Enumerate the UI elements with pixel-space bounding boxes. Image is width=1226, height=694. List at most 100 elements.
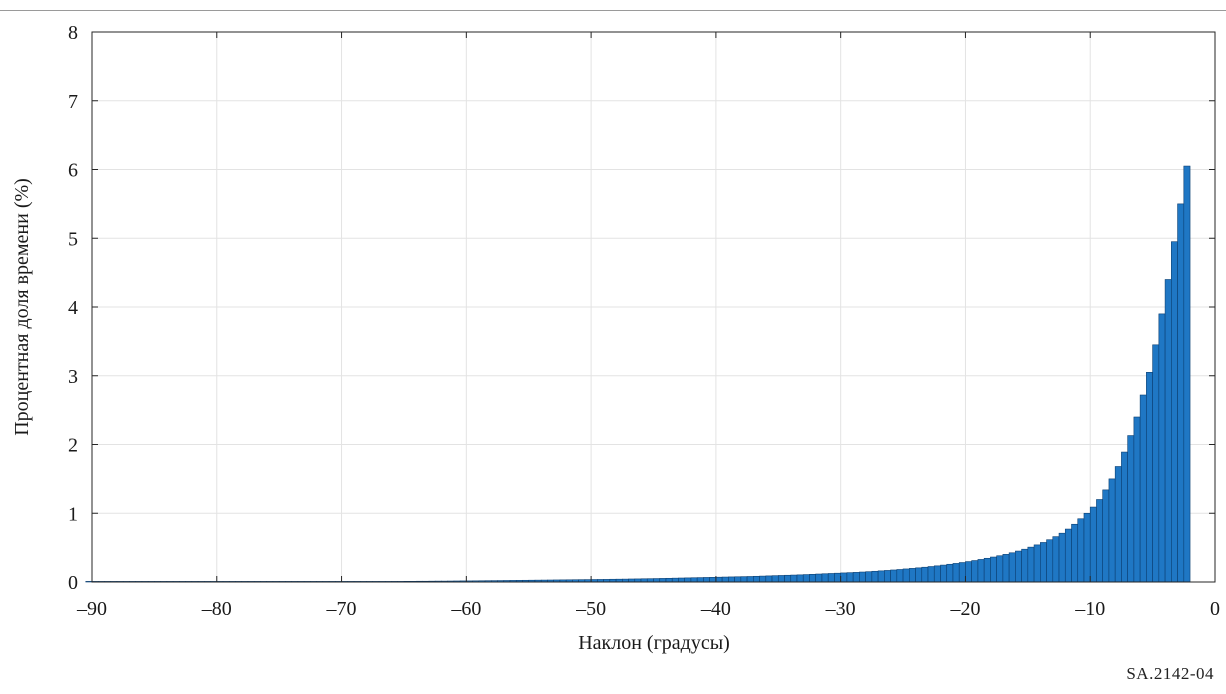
- y-axis-title: Процентная доля времени (%): [11, 178, 33, 436]
- histogram-bar: [1071, 523, 1079, 583]
- histogram-bar: [958, 562, 966, 583]
- histogram-bar: [908, 568, 916, 583]
- histogram-bar: [1139, 394, 1147, 583]
- histogram-bar: [1152, 344, 1160, 583]
- histogram-bar: [996, 555, 1004, 583]
- histogram-bar: [653, 578, 661, 583]
- histogram-bar: [1002, 554, 1010, 583]
- histogram-bar: [790, 574, 798, 583]
- histogram-bar: [971, 560, 979, 583]
- histogram-bar: [1158, 313, 1166, 583]
- histogram-bar: [1058, 532, 1066, 583]
- histogram-bar: [1064, 528, 1072, 583]
- x-tick-label: –20: [949, 598, 980, 620]
- y-tick-label: 7: [68, 91, 78, 113]
- histogram-bar: [703, 577, 710, 583]
- y-tick-label: 4: [68, 297, 78, 319]
- histogram-bar: [1164, 279, 1172, 583]
- histogram-bar: [784, 574, 792, 583]
- histogram-bar: [715, 576, 723, 583]
- figure-code: SA.2142-04: [1126, 664, 1214, 683]
- histogram-bar: [871, 570, 879, 583]
- y-axis-ticks: 0 1 2 3 4 5 6 7 8: [68, 22, 1215, 594]
- histogram-bar: [678, 577, 686, 583]
- histogram-bar: [1183, 165, 1191, 583]
- histogram-bar: [865, 571, 873, 583]
- histogram-bar: [753, 575, 760, 583]
- histogram-bar: [671, 577, 679, 583]
- x-axis-title: Наклон (градусы): [578, 632, 730, 654]
- histogram-bar: [85, 581, 93, 583]
- histogram-bar: [1052, 536, 1060, 583]
- x-tick-label: –50: [575, 598, 606, 620]
- histogram-bar: [1015, 550, 1022, 583]
- histogram-bar: [1096, 499, 1103, 583]
- x-tick-label: –70: [326, 598, 357, 620]
- histogram-bar: [1089, 506, 1097, 583]
- histogram-bar: [665, 577, 673, 583]
- y-tick-label: 8: [68, 22, 78, 44]
- y-tick-label: 6: [68, 160, 78, 182]
- histogram-bar: [1177, 203, 1185, 583]
- histogram-bar: [852, 572, 860, 583]
- histogram-bar: [1133, 416, 1141, 583]
- y-tick-label: 1: [68, 503, 78, 525]
- histogram-bar: [1046, 539, 1054, 583]
- x-tick-label: –60: [450, 598, 481, 620]
- histogram-bar: [690, 577, 698, 583]
- histogram-bar: [933, 565, 941, 583]
- y-tick-label: 0: [68, 572, 78, 594]
- histogram-bar: [965, 561, 972, 583]
- histogram-bar: [809, 573, 817, 583]
- y-tick-label: 5: [68, 228, 78, 250]
- histogram-bar: [821, 573, 829, 583]
- histogram-bar: [1121, 451, 1128, 583]
- bars: [85, 165, 1191, 583]
- histogram-bar: [759, 575, 767, 583]
- histogram-bar: [796, 574, 804, 583]
- histogram-bar: [840, 572, 848, 583]
- top-rule: [0, 10, 1226, 11]
- histogram-bar: [990, 556, 997, 583]
- histogram-bar: [896, 569, 904, 583]
- x-tick-label: –80: [201, 598, 232, 620]
- histogram-bar: [940, 564, 948, 583]
- histogram-bar: [684, 577, 692, 583]
- histogram-bar: [946, 563, 954, 583]
- histogram-bar: [1083, 512, 1091, 583]
- y-tick-label: 2: [68, 435, 78, 457]
- histogram-bar: [1008, 552, 1016, 583]
- histogram-bar: [740, 576, 748, 583]
- x-tick-label: 0: [1210, 598, 1220, 620]
- histogram-bar: [777, 575, 785, 583]
- histogram-bar: [1040, 542, 1047, 583]
- histogram-bar: [659, 578, 667, 583]
- histogram-bar: [1114, 466, 1122, 583]
- histogram-bar: [771, 575, 779, 583]
- histogram-bar: [859, 571, 866, 583]
- histogram-bar: [1102, 489, 1110, 583]
- y-tick-label: 3: [68, 366, 78, 388]
- histogram-bar: [1171, 241, 1178, 583]
- histogram-bar: [815, 573, 823, 583]
- histogram-bar: [846, 572, 854, 583]
- histogram-bar: [802, 574, 810, 583]
- histogram-bar: [884, 570, 891, 583]
- histogram-bar: [890, 569, 898, 583]
- histogram-bar: [927, 566, 935, 583]
- x-tick-label: –10: [1074, 598, 1105, 620]
- histogram-bar: [983, 557, 991, 583]
- histogram-bar: [834, 572, 841, 583]
- histogram-bar: [728, 576, 735, 583]
- histogram-bar: [902, 568, 910, 583]
- x-tick-label: –30: [825, 598, 856, 620]
- histogram-bar: [915, 567, 923, 583]
- histogram-bar: [1127, 435, 1135, 583]
- histogram-bar: [1027, 546, 1035, 583]
- histogram-bar: [721, 576, 729, 583]
- histogram-bar: [1077, 518, 1085, 583]
- histogram-bar: [709, 577, 717, 583]
- histogram-bar: [746, 576, 754, 583]
- histogram-bar: [952, 563, 960, 583]
